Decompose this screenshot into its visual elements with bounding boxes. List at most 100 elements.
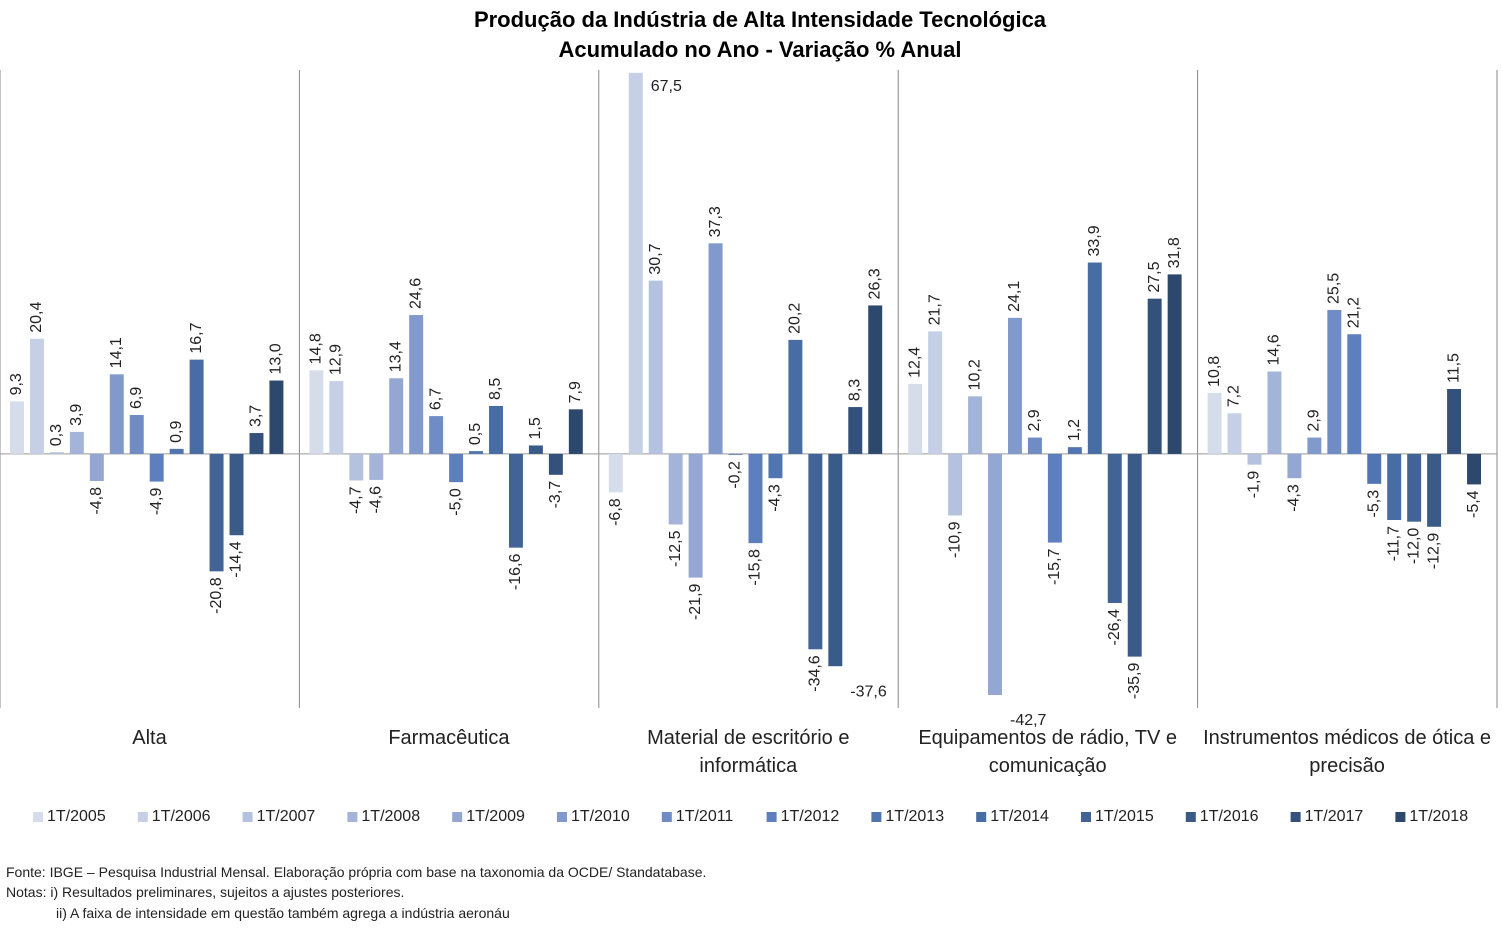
bar	[1087, 262, 1102, 454]
bar	[928, 331, 943, 454]
bar	[1147, 298, 1162, 454]
bar	[429, 416, 444, 454]
data-label: 12,9	[328, 344, 345, 375]
note: ii) A faixa de intensidade em questão ta…	[56, 905, 510, 921]
data-label: -37,6	[850, 683, 887, 700]
data-label: -4,6	[367, 486, 384, 514]
legend-swatch	[661, 812, 672, 822]
bar	[349, 453, 364, 481]
bar	[628, 72, 643, 454]
legend-swatch	[557, 812, 567, 822]
category-label: Equipamentos de rádio, TV e comunicação	[918, 727, 1178, 777]
bar	[369, 453, 384, 480]
data-label: 16,7	[188, 322, 205, 353]
data-label: 25,5	[1326, 273, 1343, 304]
data-label: -12,5	[667, 530, 684, 567]
bar	[988, 453, 1002, 696]
bar	[1407, 453, 1422, 522]
bar	[249, 433, 264, 454]
bar	[1347, 334, 1362, 454]
data-label: 14,8	[308, 333, 325, 364]
data-label: -4,9	[148, 488, 165, 516]
chart-title: Produção da Indústria de Alta Intensidad…	[474, 7, 1047, 32]
bar	[768, 453, 783, 479]
data-label: 3,7	[248, 405, 265, 427]
bar	[1127, 453, 1142, 657]
legend-swatch	[242, 812, 253, 822]
bar	[868, 305, 883, 454]
bar	[508, 453, 523, 548]
legend-label: 1T/2013	[885, 808, 944, 825]
data-label: 3,9	[68, 404, 85, 426]
data-label: 31,8	[1166, 237, 1183, 268]
data-label: -4,7	[348, 486, 365, 514]
data-label: 7,9	[567, 381, 584, 403]
data-label: -12,9	[1425, 533, 1442, 570]
legend-swatch	[871, 812, 882, 822]
data-label: 21,2	[1346, 297, 1363, 328]
data-label: -5,4	[1465, 490, 1482, 518]
legend-swatch	[976, 812, 987, 822]
bar	[89, 453, 104, 482]
bar	[668, 453, 683, 525]
bar	[1307, 437, 1322, 454]
bar	[948, 453, 963, 516]
data-label: -14,4	[228, 541, 245, 578]
bar	[409, 315, 424, 454]
bar	[1207, 392, 1222, 454]
legend-swatch	[347, 812, 358, 822]
legend-label: 1T/2018	[1409, 808, 1468, 825]
bar	[209, 453, 224, 572]
bar	[469, 451, 484, 454]
legend-label: 1T/2011	[676, 808, 734, 825]
bar	[49, 452, 64, 454]
data-label: 14,6	[1266, 334, 1283, 365]
bar	[608, 453, 623, 493]
bar	[1247, 453, 1262, 465]
bar	[968, 396, 983, 454]
legend-label: 1T/2007	[257, 808, 316, 825]
bar	[269, 380, 284, 454]
data-label: 2,9	[1306, 409, 1323, 431]
bar	[568, 409, 583, 454]
data-label: 6,7	[427, 388, 444, 410]
data-label: 13,4	[387, 341, 404, 372]
data-label: -6,8	[607, 498, 624, 526]
bar	[1107, 453, 1122, 603]
bar	[1067, 447, 1082, 454]
data-label: -26,4	[1106, 609, 1123, 646]
data-label: 0,9	[168, 421, 185, 443]
bar	[1227, 413, 1242, 454]
data-label: -12,0	[1405, 528, 1422, 565]
data-label: -1,9	[1246, 471, 1263, 499]
bar	[1027, 437, 1042, 454]
bar	[449, 453, 464, 483]
legend-label: 1T/2015	[1095, 808, 1154, 825]
data-label: -0,2	[727, 461, 744, 489]
data-label: -15,8	[747, 549, 764, 586]
data-label: 9,3	[8, 373, 25, 395]
bar	[1467, 453, 1482, 485]
data-label: 13,0	[268, 343, 285, 374]
bar	[1287, 453, 1302, 479]
data-label: 20,4	[28, 302, 45, 333]
note: Notas: i) Resultados preliminares, sujei…	[6, 884, 405, 900]
data-label: -4,3	[767, 484, 784, 512]
bar	[149, 453, 164, 482]
bar	[129, 414, 144, 454]
bar	[1267, 371, 1282, 454]
data-label: 1,2	[1066, 419, 1083, 441]
legend-label: 1T/2010	[571, 808, 630, 825]
data-label: 24,6	[407, 278, 424, 309]
data-label: -16,6	[507, 554, 524, 591]
data-label: -15,7	[1046, 548, 1063, 585]
data-label: -35,9	[1126, 663, 1143, 700]
bar	[389, 378, 404, 454]
bar	[229, 453, 244, 536]
legend-swatch	[1395, 812, 1406, 822]
bar	[708, 243, 723, 454]
bar	[489, 405, 503, 454]
source: Fonte: IBGE – Pesquisa Industrial Mensal…	[6, 864, 707, 880]
data-label: 24,1	[1006, 281, 1023, 312]
